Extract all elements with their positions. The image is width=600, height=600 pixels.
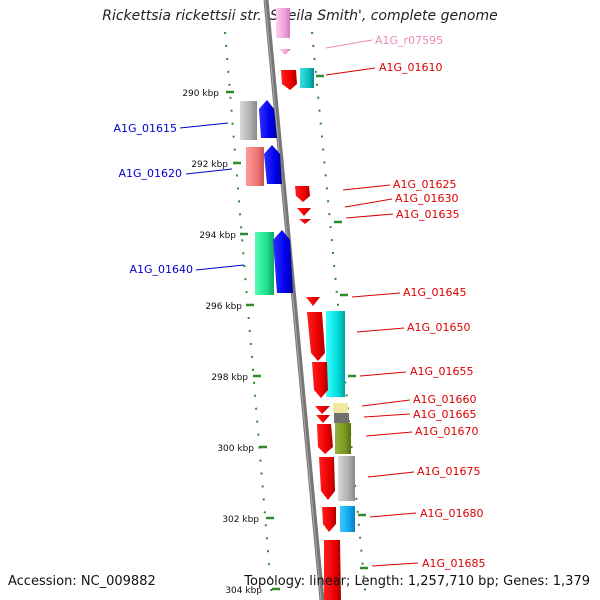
tick-label: 292 kbp: [191, 160, 228, 170]
gene-feature-01670-red[interactable]: [317, 424, 333, 454]
gene-feature-01620[interactable]: [264, 145, 282, 184]
gene-label-01655[interactable]: A1G_01655: [410, 365, 474, 378]
gene-feature-01625[interactable]: [295, 186, 310, 202]
gene-label-01680[interactable]: A1G_01680: [420, 507, 484, 520]
gene-feature-01615[interactable]: [259, 100, 277, 138]
gene-feature-01655[interactable]: [312, 362, 328, 398]
gene-feature-01615-grey[interactable]: [240, 101, 257, 140]
gene-label-01620[interactable]: A1G_01620: [118, 167, 182, 180]
gene-feature-01645[interactable]: [306, 297, 320, 306]
gene-label-01625[interactable]: A1G_01625: [393, 178, 457, 191]
gene-label-01675[interactable]: A1G_01675: [417, 465, 481, 478]
gene-feature-01640-green[interactable]: [255, 232, 274, 295]
gene-feature-r07595-tip[interactable]: [279, 49, 291, 55]
tick-marks: [226, 74, 368, 591]
gene-feature-01665[interactable]: [316, 415, 330, 423]
gene-feature-01660[interactable]: [315, 406, 330, 414]
tick-label: 304 kbp: [225, 586, 262, 596]
tick-label: 290 kbp: [182, 89, 219, 99]
gene-feature-01620-salmon[interactable]: [246, 147, 264, 186]
gene-feature-01610[interactable]: [281, 70, 297, 90]
gene-feature-01610b[interactable]: [300, 68, 314, 88]
tick-label: 300 kbp: [217, 444, 254, 454]
gene-label-01670[interactable]: A1G_01670: [415, 425, 479, 438]
tick-label: 298 kbp: [211, 373, 248, 383]
label-connectors: [179, 39, 419, 567]
gene-feature-01630[interactable]: [297, 208, 311, 216]
gene-label-01610[interactable]: A1G_01610: [379, 61, 443, 74]
gene-label-01615[interactable]: A1G_01615: [113, 122, 177, 135]
gene-feature-01675[interactable]: [338, 456, 355, 501]
gene-label-01645[interactable]: A1G_01645: [403, 286, 467, 299]
gene-feature-01665b[interactable]: [334, 413, 349, 423]
gene-label-01660[interactable]: A1G_01660: [413, 393, 477, 406]
gene-feature-01680-red[interactable]: [322, 507, 336, 532]
tick-label: 294 kbp: [199, 231, 236, 241]
gene-feature-01680[interactable]: [340, 506, 355, 532]
tick-label: 302 kbp: [222, 515, 259, 525]
gene-feature-01650[interactable]: [326, 311, 345, 397]
genome-backbone-highlight: [264, 0, 322, 600]
gene-feature-01635[interactable]: [299, 219, 311, 224]
gene-feature-01685[interactable]: [324, 540, 341, 600]
gene-label-01635[interactable]: A1G_01635: [396, 208, 460, 221]
gene-feature-r07595[interactable]: [276, 8, 290, 38]
gene-label-01630[interactable]: A1G_01630: [395, 192, 459, 205]
gene-label-01640[interactable]: A1G_01640: [129, 263, 193, 276]
gene-feature-01660b[interactable]: [333, 403, 348, 413]
gene-label-01650[interactable]: A1G_01650: [407, 321, 471, 334]
gene-feature-01650-red[interactable]: [307, 312, 325, 361]
topology-summary: Topology: linear; Length: 1,257,710 bp; …: [244, 574, 590, 589]
gene-feature-01640[interactable]: [273, 230, 293, 293]
gene-features: [240, 8, 355, 600]
gene-label-01665[interactable]: A1G_01665: [413, 408, 477, 421]
genome-title: Rickettsia rickettsii str. 'Sheila Smith…: [102, 8, 498, 24]
gene-label-r07595[interactable]: A1G_r07595: [375, 34, 443, 47]
gene-feature-01675-red[interactable]: [319, 457, 335, 500]
accession-label: Accession: NC_009882: [8, 574, 156, 589]
gene-label-01685[interactable]: A1G_01685: [422, 557, 486, 570]
tick-label: 296 kbp: [205, 302, 242, 312]
gene-feature-01670[interactable]: [335, 423, 351, 454]
genome-backbone: [263, 0, 325, 600]
